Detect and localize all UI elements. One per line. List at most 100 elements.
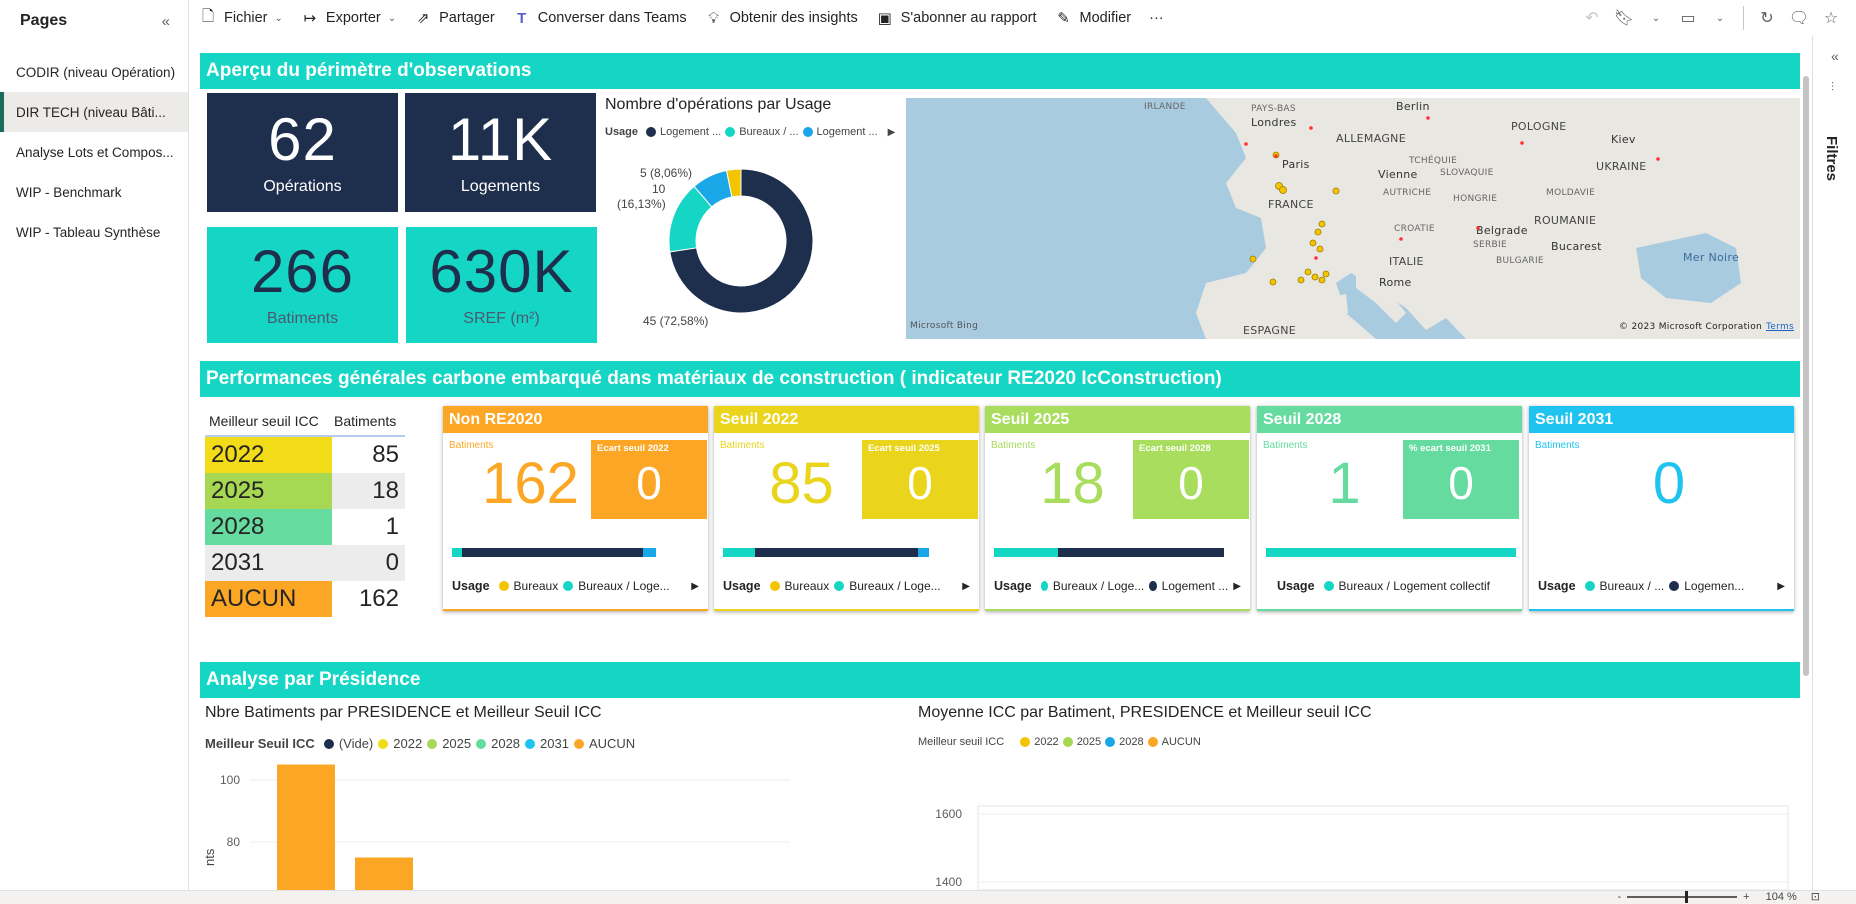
page-item-analyse-lots[interactable]: Analyse Lots et Compos...	[16, 144, 174, 160]
legend-swatch	[1149, 581, 1157, 591]
legend-next-icon[interactable]: ▶	[887, 126, 896, 138]
export-menu[interactable]: ↦ Exporter ⌄	[292, 0, 405, 36]
seuil-card[interactable]: Seuil 2028 Batiments 1 % ecart seuil 2031 0 U…	[1257, 406, 1522, 611]
page-item-benchmark[interactable]: WIP - Benchmark	[16, 184, 122, 200]
bookmark-icon[interactable]: 🔖︎	[1613, 10, 1635, 27]
bing-logo: Microsoft Bing	[910, 321, 979, 331]
more-options-button[interactable]: ···	[1149, 10, 1164, 26]
edit-button[interactable]: ✎ Modifier	[1046, 0, 1141, 36]
card-subtitle: Batiments	[1535, 440, 1580, 451]
table-header: Meilleur seuil ICC Batiments	[205, 406, 405, 437]
legend-next-icon[interactable]: ▶	[1233, 580, 1241, 592]
card-usage-bar	[452, 548, 660, 557]
legend-swatch	[323, 738, 334, 749]
bar-segment	[452, 548, 463, 557]
legend-swatch	[1584, 581, 1595, 591]
card-usage-bar	[723, 548, 933, 557]
card-legend-title: Usage	[452, 579, 490, 593]
card-gap-box: % ecart seuil 2031 0	[1403, 440, 1519, 519]
file-menu[interactable]: 🗋 Fichier ⌄	[190, 0, 292, 36]
legend-item[interactable]: 2028	[1119, 736, 1144, 748]
col-header-seuil[interactable]: Meilleur seuil ICC	[209, 412, 319, 429]
legend-swatch	[1669, 581, 1680, 591]
legend-item[interactable]: Bureaux	[513, 579, 559, 593]
view-icon[interactable]: ▭	[1680, 10, 1696, 27]
table-row[interactable]: 2022 85	[205, 437, 405, 473]
star-icon[interactable]: ☆	[1823, 10, 1839, 27]
refresh-icon[interactable]: ↻	[1760, 10, 1774, 27]
seuil-card[interactable]: Seuil 2022 Batiments 85 Ecart seuil 2025 0 Us…	[714, 406, 979, 611]
chevron-down-icon[interactable]: ⌄	[1715, 12, 1725, 24]
legend-item[interactable]: (Vide)	[338, 736, 374, 751]
map-label: Rome	[1379, 276, 1412, 289]
card-value: 162	[482, 451, 579, 516]
zoom-out-button[interactable]: -	[1617, 890, 1622, 903]
seuil-card[interactable]: Seuil 2031 Batiments 0 Usage Bureaux / ... Lo…	[1529, 406, 1794, 611]
subscribe-button[interactable]: ▣ S'abonner au rapport	[867, 0, 1046, 36]
share-button[interactable]: ⇗ Partager	[405, 0, 504, 36]
comment-icon[interactable]: 🗨︎	[1788, 10, 1810, 27]
zoom-slider-handle[interactable]	[1685, 890, 1689, 903]
legend-item[interactable]: Logement ...	[816, 126, 878, 138]
legend-item[interactable]: Bureaux / Loge...	[578, 579, 670, 593]
legend-item[interactable]: AUCUN	[588, 736, 636, 751]
undo-icon[interactable]: ↶	[1585, 10, 1599, 27]
legend-item[interactable]: 2028	[491, 736, 521, 751]
legend-item[interactable]: Bureaux / Loge...	[1052, 579, 1145, 593]
card-legend-title: Usage	[994, 579, 1032, 593]
card-subtitle: Batiments	[720, 440, 765, 451]
seuil-card[interactable]: Non RE2020 Batiments 162 Ecart seuil 2022 0 U…	[443, 406, 708, 611]
legend-item[interactable]: Logemen...	[1684, 579, 1745, 593]
zoom-slider[interactable]	[1627, 890, 1738, 903]
legend-next-icon[interactable]: ▶	[1777, 580, 1785, 592]
zoom-in-button[interactable]: +	[1743, 890, 1750, 903]
legend-item[interactable]: Bureaux / Loge...	[849, 579, 941, 593]
insights-button[interactable]: 💡︎ Obtenir des insights	[696, 0, 867, 36]
map-terms-link[interactable]: Terms	[1766, 322, 1795, 332]
bar-segment	[643, 548, 656, 557]
page-item-codir[interactable]: CODIR (niveau Opération)	[16, 64, 176, 80]
col-header-batiments[interactable]: Batiments	[334, 412, 397, 429]
table-row[interactable]: 2031 0	[205, 545, 405, 581]
kpi-label: Batiments	[266, 310, 339, 327]
bing-map[interactable]: IRLANDE PAYS-BAS Berlin Londres POLOGNE …	[906, 98, 1801, 339]
card-title: Non RE2020	[443, 406, 708, 433]
map-label: IRLANDE	[1144, 102, 1186, 112]
table-row[interactable]: AUCUN 162	[205, 581, 405, 617]
table-row[interactable]: 2028 1	[205, 509, 405, 545]
scrollbar-thumb[interactable]	[1803, 76, 1809, 676]
legend-item[interactable]: Bureaux / Logement collectif	[1338, 579, 1490, 593]
legend-next-icon[interactable]: ▶	[691, 580, 699, 592]
vertical-scrollbar[interactable]	[1800, 36, 1812, 890]
expand-filters-icon[interactable]: «	[1831, 48, 1839, 64]
legend-next-icon[interactable]: ▶	[962, 580, 970, 592]
seuil-card[interactable]: Seuil 2025 Batiments 18 Ecart seuil 2028 0 Us…	[985, 406, 1250, 611]
legend-item[interactable]: 2025	[442, 736, 472, 751]
map-label: PAYS-BAS	[1251, 104, 1296, 114]
legend-item[interactable]: Logement ...	[1161, 579, 1229, 593]
collapse-pane-icon[interactable]: «	[161, 12, 170, 30]
teams-button[interactable]: T Converser dans Teams	[504, 0, 696, 36]
legend-item[interactable]: 2022	[393, 736, 423, 751]
legend-item[interactable]: Bureaux	[784, 579, 830, 593]
page-item-tableau-synthese[interactable]: WIP - Tableau Synthèse	[16, 224, 161, 240]
legend-item[interactable]: Logement ...	[660, 126, 722, 138]
table-row[interactable]: 2025 18	[205, 473, 405, 509]
chevron-down-icon[interactable]: ⌄	[1651, 12, 1661, 24]
legend-item[interactable]: 2025	[1076, 736, 1102, 748]
map-label: ESPAGNE	[1243, 324, 1296, 337]
legend-item[interactable]: 2031	[540, 736, 569, 751]
legend-item[interactable]: AUCUN	[1161, 736, 1201, 748]
donut-label-45: 45 (72,58%)	[643, 314, 709, 328]
legend-item[interactable]: 2022	[1034, 736, 1059, 748]
filters-label[interactable]: Filtres	[1823, 136, 1840, 182]
fit-page-icon[interactable]: ⊡	[1810, 891, 1820, 903]
filters-pane[interactable]: « ⫶ Filtres	[1812, 36, 1856, 890]
chevron-down-icon: ⌄	[387, 12, 397, 24]
legend-item[interactable]: Bureaux / ...	[1599, 579, 1665, 593]
seuil-table: Meilleur seuil ICC Batiments 2022 85 2025 1…	[205, 406, 405, 617]
file-icon: 🗋	[201, 7, 215, 25]
page-item-dir-tech[interactable]: DIR TECH (niveau Bâti...	[0, 92, 188, 132]
card-gap-value: 0	[907, 457, 933, 509]
legend-item[interactable]: Bureaux / ...	[739, 126, 799, 138]
